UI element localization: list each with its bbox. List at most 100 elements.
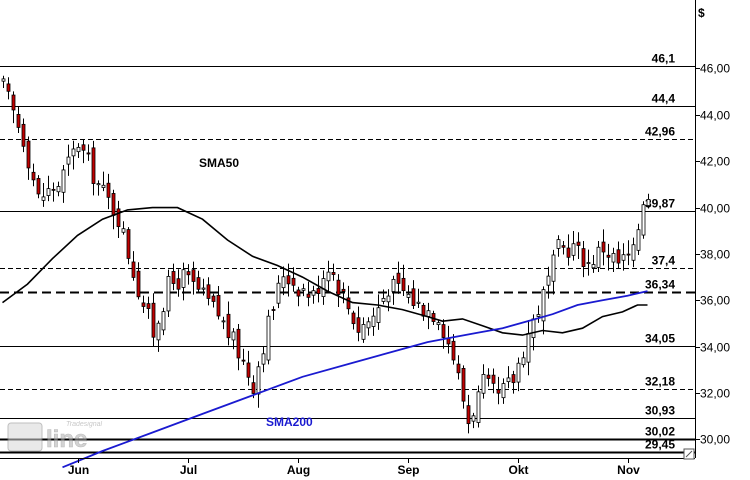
candle-45 <box>226 301 231 346</box>
level-label-8: 30,93 <box>645 404 675 418</box>
candle-100 <box>501 378 506 404</box>
candle-body-24 <box>121 228 126 233</box>
candle-1 <box>6 77 11 100</box>
candle-body-26 <box>131 261 136 278</box>
candle-body-109 <box>546 275 551 286</box>
candle-body-71 <box>356 317 361 333</box>
candle-body-88 <box>441 324 446 338</box>
candle-43 <box>216 286 221 320</box>
candle-88 <box>441 319 446 349</box>
candle-63 <box>316 275 321 303</box>
candle-body-117 <box>586 262 591 264</box>
x-tick-label-2: Aug <box>287 463 310 477</box>
candle-body-92 <box>461 367 466 402</box>
candle-body-122 <box>611 253 616 263</box>
candle-42 <box>211 293 216 308</box>
candle-body-103 <box>516 362 521 383</box>
candle-97 <box>486 368 491 387</box>
candle-6 <box>31 163 36 187</box>
candle-90 <box>451 334 456 365</box>
candle-78 <box>391 275 396 305</box>
candle-body-82 <box>411 288 416 306</box>
candle-body-119 <box>596 246 601 268</box>
resize-grip[interactable] <box>683 448 695 460</box>
candle-body-40 <box>201 287 206 290</box>
x-tick-label-0: Jun <box>68 463 89 477</box>
level-label-3: 39,87 <box>645 197 675 211</box>
candle-129 <box>646 193 651 209</box>
candle-62 <box>311 285 316 304</box>
candle-body-120 <box>601 241 606 253</box>
y-tick-label-8: 30,00 <box>700 433 730 447</box>
candle-23 <box>116 200 121 238</box>
candle-body-30 <box>151 302 156 338</box>
candle-12 <box>61 165 66 203</box>
y-tick-label-7: 32,00 <box>700 387 730 401</box>
candle-body-73 <box>366 321 371 329</box>
candle-body-113 <box>566 247 571 258</box>
candle-11 <box>56 181 61 197</box>
logo-sub: Tradesignal <box>66 421 103 428</box>
candle-44 <box>221 316 226 330</box>
candle-body-114 <box>571 243 576 256</box>
candle-body-49 <box>246 362 251 378</box>
candle-82 <box>411 280 416 309</box>
candle-body-38 <box>191 269 196 282</box>
y-tick-label-2: 42,00 <box>700 155 730 169</box>
candle-body-17 <box>86 152 91 155</box>
candle-body-55 <box>276 282 281 304</box>
candle-body-106 <box>531 318 536 339</box>
candle-3 <box>16 106 21 134</box>
candle-10 <box>51 182 56 202</box>
candle-body-96 <box>481 374 486 394</box>
candle-body-31 <box>156 322 161 341</box>
candle-13 <box>66 144 71 176</box>
candle-94 <box>471 412 476 429</box>
candle-body-44 <box>221 320 226 323</box>
candle-9 <box>46 175 51 202</box>
candle-20 <box>101 171 106 192</box>
candle-body-124 <box>621 254 626 261</box>
candle-body-74 <box>371 315 376 327</box>
candle-75 <box>376 294 381 330</box>
candle-body-65 <box>326 271 331 282</box>
candle-body-116 <box>581 248 586 267</box>
candle-4 <box>21 118 26 153</box>
candle-body-46 <box>231 331 236 341</box>
candle-114 <box>571 231 576 261</box>
logo-box <box>7 422 43 452</box>
candle-body-27 <box>136 270 141 298</box>
sma200-line <box>62 290 648 469</box>
candle-60 <box>301 283 306 297</box>
level-label-2: 42,96 <box>645 125 675 139</box>
candle-61 <box>306 281 311 307</box>
candle-body-102 <box>511 374 516 384</box>
candle-54 <box>271 306 276 321</box>
candle-body-45 <box>226 313 231 339</box>
candle-body-56 <box>281 276 286 289</box>
candle-body-36 <box>181 269 186 288</box>
candle-body-1 <box>6 83 11 92</box>
candle-body-37 <box>186 271 191 276</box>
candle-body-66 <box>331 272 336 275</box>
candle-99 <box>496 376 501 405</box>
candle-36 <box>181 262 186 301</box>
candle-body-9 <box>46 188 51 196</box>
level-label-0: 46,1 <box>652 52 676 66</box>
candle-122 <box>611 247 616 272</box>
y-tick-label-1: 44,00 <box>700 109 730 123</box>
candle-body-112 <box>561 245 566 248</box>
candle-29 <box>146 296 151 319</box>
candle-93 <box>466 394 471 434</box>
candle-body-8 <box>41 196 46 201</box>
candle-body-11 <box>56 186 61 193</box>
candle-body-68 <box>341 288 346 292</box>
candle-body-61 <box>306 293 311 298</box>
candle-38 <box>191 261 196 295</box>
candle-57 <box>286 263 291 297</box>
candle-body-127 <box>636 229 641 251</box>
candle-body-76 <box>381 297 386 302</box>
candle-body-28 <box>141 302 146 307</box>
candle-17 <box>86 144 91 161</box>
